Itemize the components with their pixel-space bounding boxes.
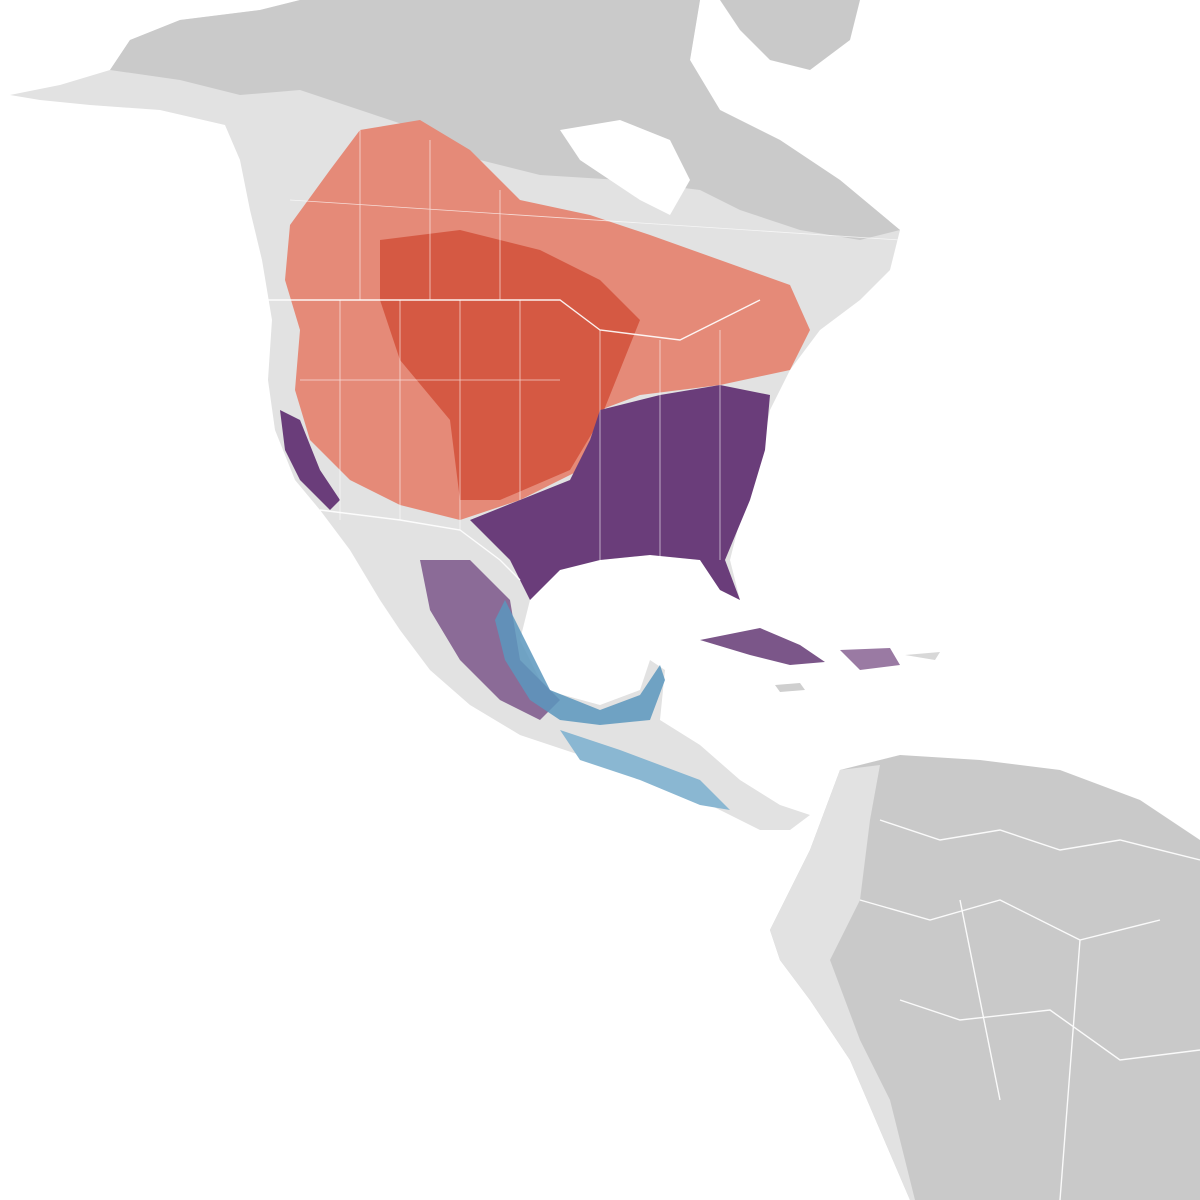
border <box>859 819 1200 1200</box>
year-round-cuba <box>700 628 825 665</box>
nonbreeding-range <box>495 600 665 725</box>
year-round-california <box>280 410 340 510</box>
state-lines <box>289 130 901 560</box>
south-america-range <box>770 765 915 1200</box>
breeding-core <box>380 230 640 500</box>
nonbreeding-central-america <box>560 730 730 810</box>
year-round-hispaniola <box>840 648 900 670</box>
greenland <box>720 0 860 70</box>
puerto-rico <box>905 652 940 660</box>
year-round-range <box>470 385 770 600</box>
arctic-land <box>110 0 900 240</box>
hudson-bay <box>560 120 690 215</box>
jamaica <box>775 683 805 692</box>
